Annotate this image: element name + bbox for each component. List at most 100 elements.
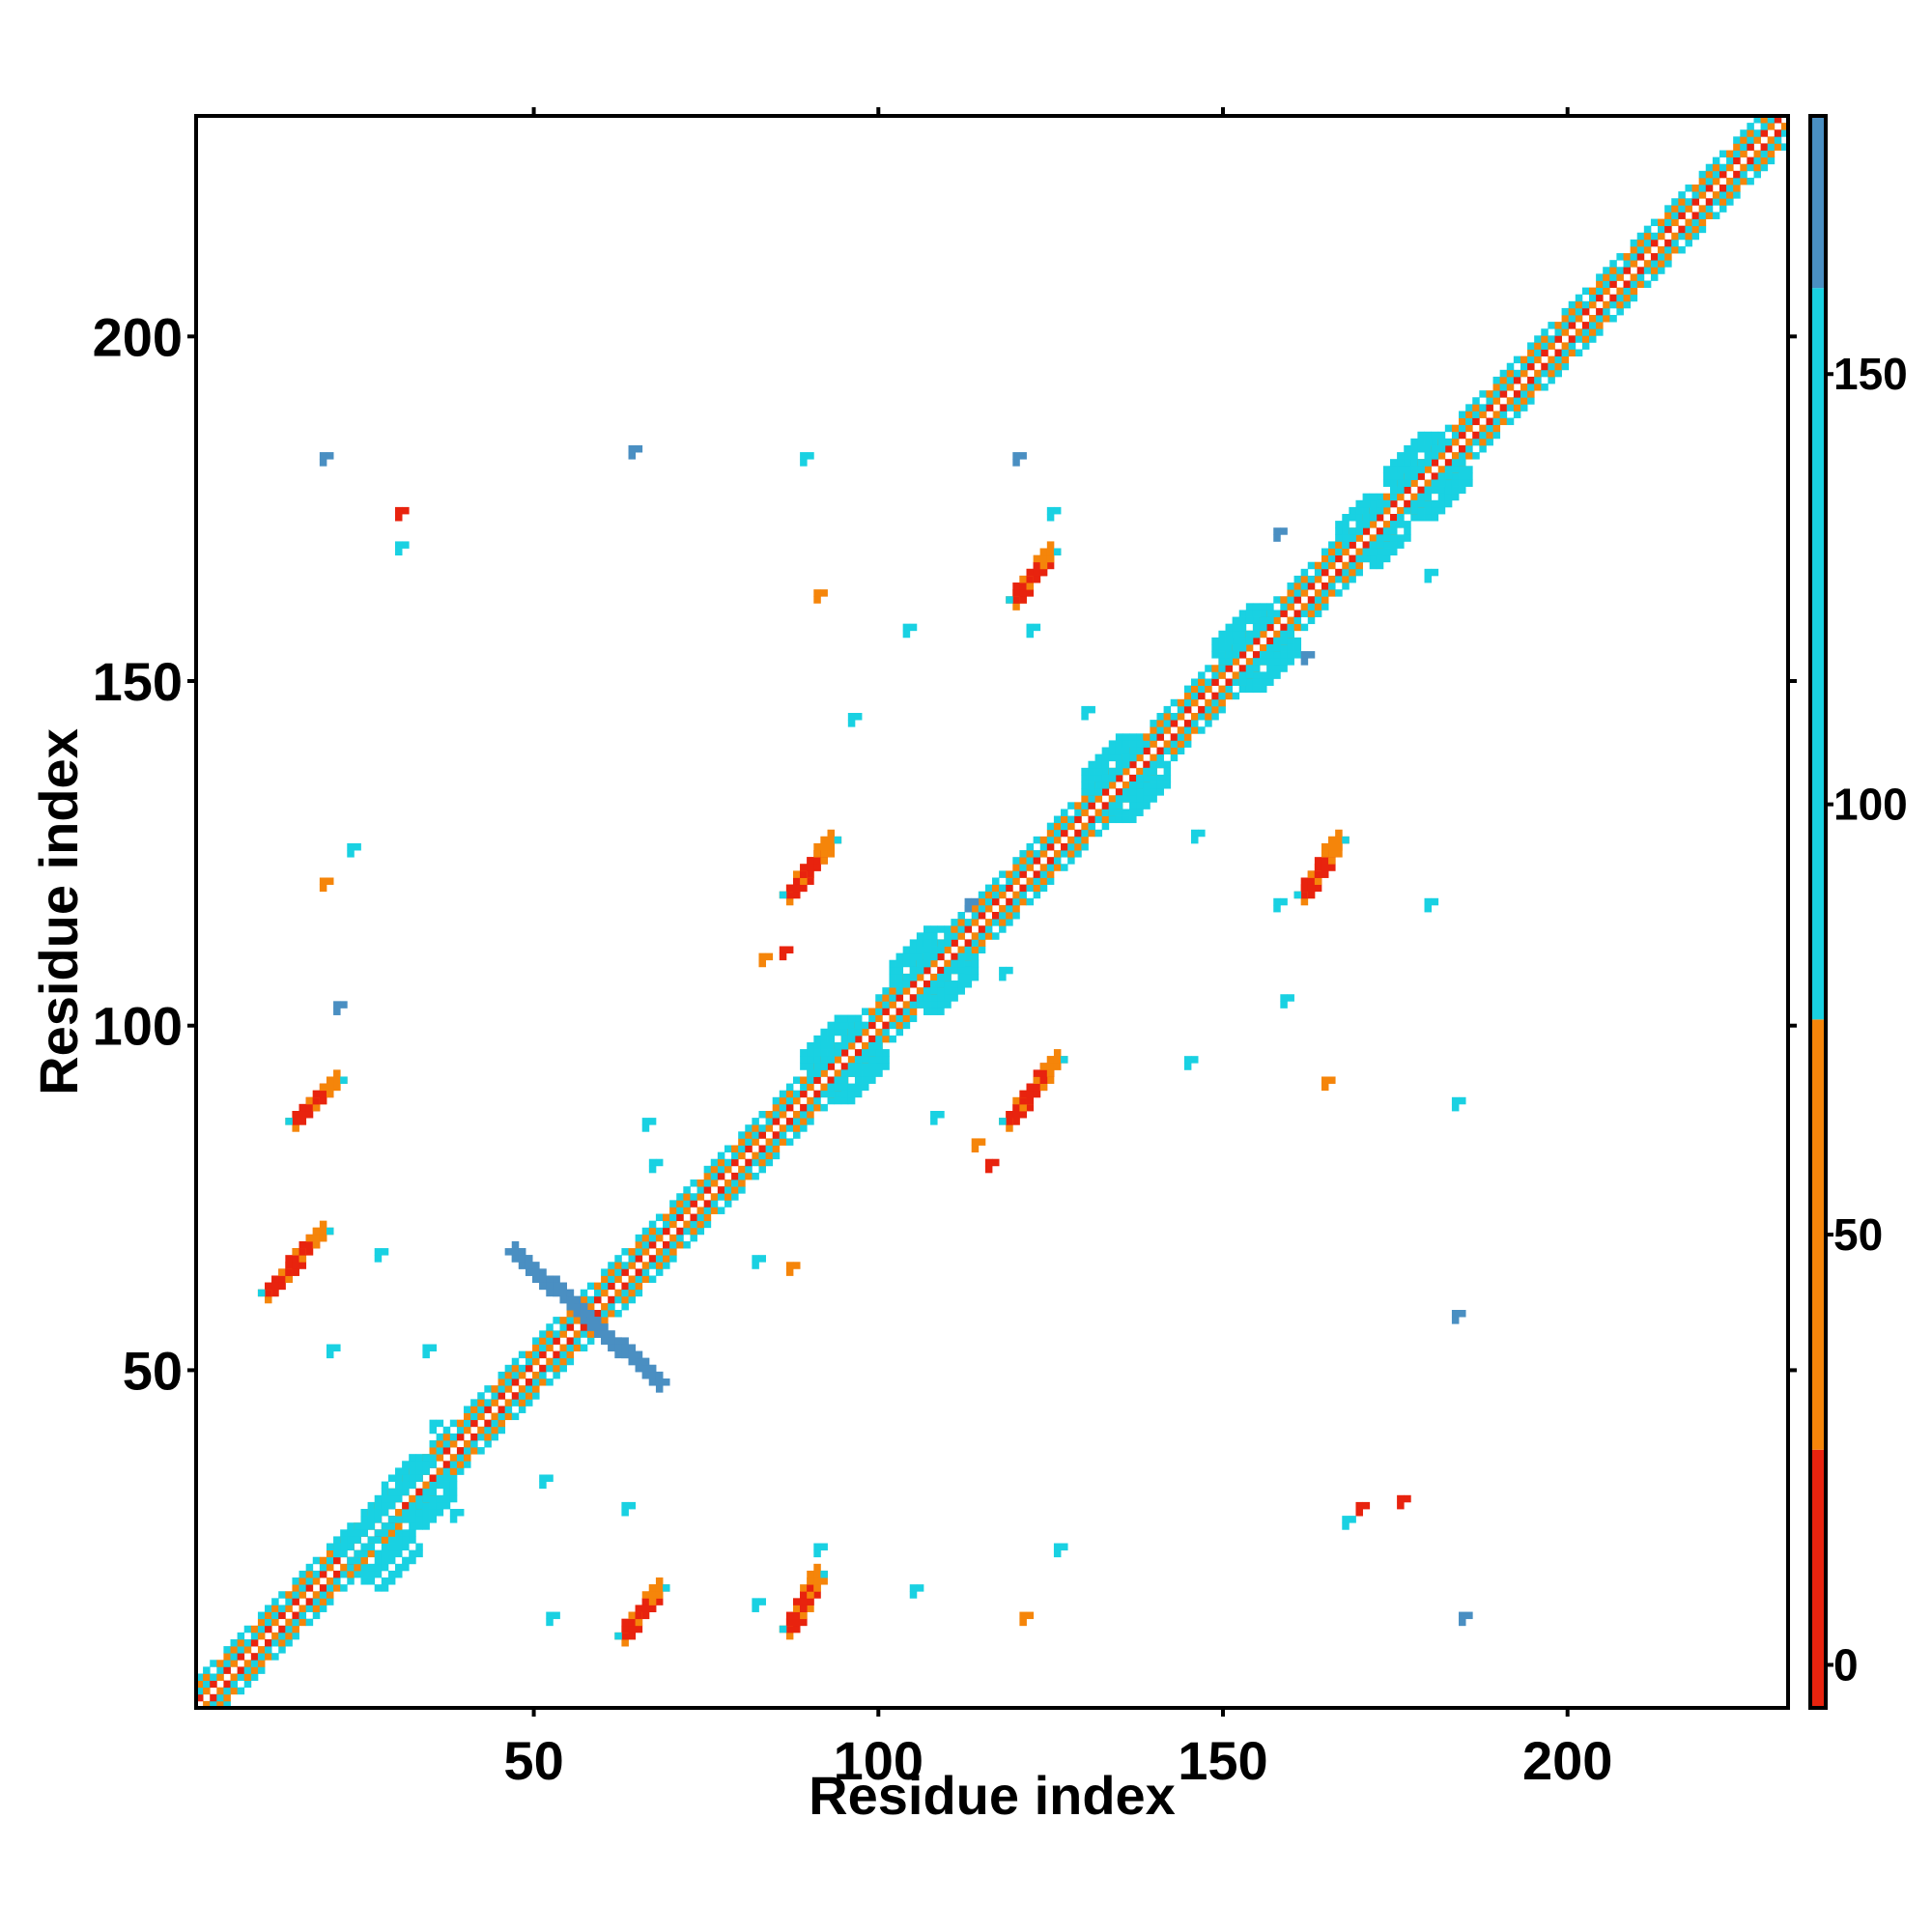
heatmap-cell bbox=[1245, 616, 1254, 625]
heatmap-cell bbox=[1369, 521, 1378, 528]
heatmap-cell bbox=[1019, 575, 1027, 583]
heatmap-cell bbox=[1417, 472, 1425, 480]
heatmap-cell bbox=[1733, 143, 1741, 151]
heatmap-cell bbox=[1191, 713, 1199, 721]
heatmap-cell bbox=[614, 1275, 622, 1283]
heatmap-cell bbox=[923, 994, 931, 1002]
heatmap-cell bbox=[902, 1021, 911, 1030]
heatmap-cell bbox=[203, 1687, 211, 1695]
heatmap-cell bbox=[854, 1014, 863, 1023]
heatmap-cell bbox=[1293, 637, 1302, 645]
heatmap-cell bbox=[628, 1350, 637, 1359]
heatmap-cell bbox=[395, 1488, 403, 1496]
heatmap-cell bbox=[573, 1310, 582, 1318]
heatmap-cell bbox=[957, 932, 965, 940]
heatmap-cell bbox=[497, 1412, 506, 1421]
heatmap-cell bbox=[415, 1467, 423, 1475]
heatmap-cell bbox=[1122, 733, 1130, 741]
heatmap-cell bbox=[676, 1227, 684, 1236]
heatmap-cell bbox=[594, 1317, 602, 1324]
heatmap-cell bbox=[257, 1618, 266, 1627]
heatmap-cell bbox=[230, 1660, 239, 1667]
heatmap-cell bbox=[1307, 616, 1316, 625]
heatmap-cell bbox=[1136, 740, 1144, 748]
heatmap-cell bbox=[1335, 589, 1343, 597]
heatmap-cell bbox=[566, 1337, 575, 1345]
heatmap-cell bbox=[347, 850, 355, 858]
heatmap-cell bbox=[1053, 822, 1062, 831]
heatmap-cell bbox=[1451, 1317, 1460, 1324]
heatmap-cell bbox=[1691, 218, 1700, 227]
heatmap-cell bbox=[710, 1200, 719, 1208]
heatmap-cell bbox=[875, 1035, 883, 1043]
heatmap-cell bbox=[1698, 170, 1707, 179]
heatmap-cell bbox=[820, 1543, 828, 1551]
heatmap-cell bbox=[785, 946, 794, 954]
heatmap-cell bbox=[655, 1248, 664, 1256]
heatmap-cell bbox=[1486, 424, 1493, 433]
heatmap-cell bbox=[1596, 328, 1604, 336]
heatmap-cell bbox=[1163, 767, 1172, 776]
heatmap-cell bbox=[683, 1200, 691, 1208]
heatmap-cell bbox=[1362, 541, 1371, 549]
heatmap-cell bbox=[415, 1494, 423, 1503]
heatmap-cell bbox=[923, 952, 931, 961]
heatmap-cell bbox=[305, 1563, 314, 1572]
heatmap-cell bbox=[278, 1646, 286, 1654]
heatmap-cell bbox=[1506, 417, 1515, 426]
heatmap-cell bbox=[1191, 726, 1199, 734]
heatmap-cell bbox=[298, 1103, 307, 1112]
heatmap-cell bbox=[854, 713, 863, 721]
heatmap-cell bbox=[793, 1598, 801, 1605]
heatmap-cell bbox=[628, 1357, 637, 1366]
heatmap-cell bbox=[710, 1207, 719, 1214]
heatmap-cell bbox=[409, 1536, 416, 1544]
heatmap-cell bbox=[381, 1584, 389, 1592]
heatmap-cell bbox=[813, 864, 821, 871]
heatmap-cell bbox=[367, 1563, 376, 1572]
heatmap-cell bbox=[916, 966, 924, 975]
heatmap-cell bbox=[1252, 651, 1261, 659]
heatmap-cell bbox=[326, 1076, 334, 1084]
heatmap-cell bbox=[1397, 541, 1405, 549]
heatmap-cell bbox=[1424, 514, 1433, 522]
heatmap-cell bbox=[1658, 232, 1665, 241]
heatmap-cell bbox=[1349, 514, 1356, 522]
heatmap-cell bbox=[1397, 466, 1405, 473]
heatmap-cell bbox=[1561, 307, 1570, 316]
heatmap-cell bbox=[1053, 836, 1062, 844]
heatmap-cell bbox=[298, 1262, 307, 1269]
heatmap-cell bbox=[292, 1598, 299, 1605]
heatmap-cell bbox=[319, 1083, 327, 1092]
heatmap-cell bbox=[1650, 260, 1659, 268]
heatmap-cell bbox=[285, 1262, 293, 1269]
heatmap-cell bbox=[1335, 554, 1343, 563]
heatmap-cell bbox=[1499, 390, 1508, 398]
colorbar-frame bbox=[1808, 114, 1828, 1710]
heatmap-cell bbox=[1527, 342, 1535, 350]
heatmap-cell bbox=[1163, 726, 1172, 734]
heatmap-cell bbox=[1238, 665, 1247, 672]
heatmap-cell bbox=[930, 932, 938, 940]
heatmap-cell bbox=[1150, 720, 1157, 727]
heatmap-cell bbox=[1218, 705, 1226, 714]
heatmap-cell bbox=[347, 842, 355, 851]
heatmap-cell bbox=[395, 1522, 403, 1530]
heatmap-cell bbox=[525, 1364, 533, 1373]
heatmap-cell bbox=[1534, 376, 1542, 384]
heatmap-cell bbox=[1404, 527, 1411, 535]
heatmap-cell bbox=[203, 1666, 211, 1674]
heatmap-cell bbox=[971, 1138, 980, 1146]
heatmap-cell bbox=[779, 1138, 787, 1146]
heatmap-cell bbox=[840, 1041, 849, 1050]
heatmap-cell bbox=[820, 1577, 828, 1585]
heatmap-cell bbox=[1026, 864, 1035, 871]
heatmap-cell bbox=[930, 925, 938, 933]
heatmap-cell bbox=[1150, 740, 1157, 748]
heatmap-cell bbox=[402, 1501, 410, 1510]
heatmap-cell bbox=[683, 1193, 691, 1201]
heatmap-cell bbox=[1108, 747, 1117, 755]
heatmap-cell bbox=[1019, 884, 1027, 893]
heatmap-cell bbox=[285, 1638, 293, 1647]
